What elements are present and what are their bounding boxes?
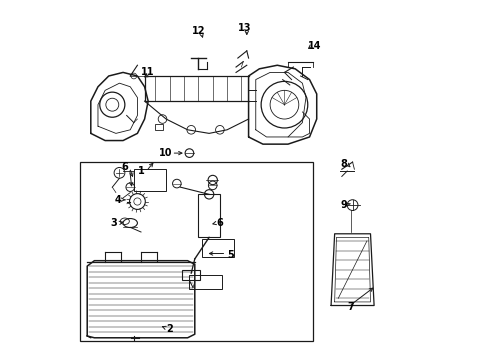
Bar [182,270,200,280]
Text: 8: 8 [340,159,347,169]
Text: 7: 7 [347,302,354,312]
Bar [190,275,221,289]
Text: 10: 10 [159,148,173,158]
Text: 1: 1 [138,166,145,176]
Bar [155,124,163,130]
Bar [134,169,166,191]
Bar [202,239,234,257]
Text: 6: 6 [122,162,128,172]
Text: 2: 2 [166,324,173,334]
Text: 5: 5 [227,250,234,260]
Bar [80,162,313,341]
Text: 4: 4 [114,195,121,205]
Text: 3: 3 [111,218,118,228]
Text: 13: 13 [238,23,252,33]
Text: 12: 12 [192,26,205,36]
Text: 11: 11 [142,67,155,77]
Text: 14: 14 [308,41,321,50]
Bar [198,194,220,237]
Text: 6: 6 [217,218,223,228]
Text: 9: 9 [340,200,347,210]
